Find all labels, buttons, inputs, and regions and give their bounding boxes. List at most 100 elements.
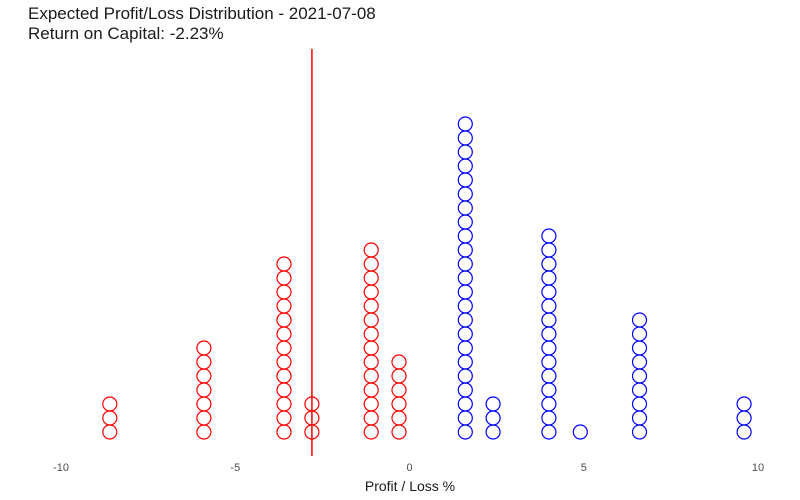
chart-subtitle: Return on Capital: -2.23%: [28, 24, 224, 43]
dot-loss-4-3: [363, 382, 379, 398]
dot-profit-6-0: [457, 424, 473, 440]
dot-loss-1-2: [196, 396, 212, 412]
dot-profit-8-7: [541, 326, 557, 342]
dot-profit-8-14: [541, 228, 557, 244]
dot-profit-6-11: [457, 270, 473, 286]
dot-loss-2-12: [276, 256, 292, 272]
dot-loss-5-5: [391, 354, 407, 370]
dot-loss-2-7: [276, 326, 292, 342]
dot-profit-6-5: [457, 354, 473, 370]
dot-loss-2-2: [276, 396, 292, 412]
dot-profit-6-6: [457, 340, 473, 356]
dot-profit-6-18: [457, 172, 473, 188]
x-tick-label: 0: [406, 462, 412, 474]
dot-loss-4-2: [363, 396, 379, 412]
dot-profit-6-7: [457, 326, 473, 342]
dot-loss-4-7: [363, 326, 379, 342]
dot-loss-5-2: [391, 396, 407, 412]
dot-loss-1-0: [196, 424, 212, 440]
dot-profit-6-17: [457, 186, 473, 202]
dot-loss-2-9: [276, 298, 292, 314]
dot-loss-4-9: [363, 298, 379, 314]
dot-profit-10-2: [631, 396, 648, 412]
dot-loss-2-10: [276, 284, 292, 300]
dot-loss-4-10: [363, 284, 379, 300]
dot-profit-8-13: [541, 242, 557, 258]
dot-loss-2-4: [276, 368, 292, 384]
dot-profit-8-6: [541, 340, 557, 356]
dot-profit-6-19: [457, 158, 473, 174]
dot-profit-10-5: [631, 354, 648, 370]
dot-profit-10-4: [631, 368, 648, 384]
dot-loss-1-5: [196, 354, 212, 370]
dot-profit-6-10: [457, 284, 473, 300]
dot-loss-4-5: [363, 354, 379, 370]
dot-profit-7-2: [485, 396, 501, 412]
dot-profit-8-11: [541, 270, 557, 286]
dot-loss-4-11: [363, 270, 379, 286]
dot-profit-6-8: [457, 312, 473, 328]
dot-loss-2-8: [276, 312, 292, 328]
dot-loss-4-0: [363, 424, 379, 440]
dot-profit-6-2: [457, 396, 473, 412]
dot-profit-7-1: [485, 410, 501, 426]
dot-loss-4-1: [363, 410, 379, 426]
dot-profit-10-0: [631, 424, 648, 440]
x-tick-label: 5: [581, 462, 587, 474]
dot-loss-1-4: [196, 368, 212, 384]
dot-loss-1-3: [196, 382, 212, 398]
dot-profit-6-12: [457, 256, 473, 272]
dot-loss-1-1: [196, 410, 212, 426]
dot-loss-5-1: [391, 410, 407, 426]
dot-loss-0-0: [102, 424, 118, 440]
dot-loss-2-6: [276, 340, 292, 356]
dot-profit-6-9: [457, 298, 473, 314]
x-axis-ticks: -10 -5 0 5 10: [53, 462, 764, 474]
x-tick-label: -10: [53, 462, 69, 474]
dot-loss-4-8: [363, 312, 379, 328]
dot-loss-2-1: [276, 410, 292, 426]
dot-loss-0-1: [102, 410, 118, 426]
dot-profit-6-16: [457, 200, 473, 216]
dot-profit-8-3: [541, 382, 557, 398]
dot-profit-9-0: [572, 424, 588, 440]
dot-profit-10-7: [631, 326, 648, 342]
dot-profit-6-14: [457, 228, 473, 244]
dot-loss-2-3: [276, 382, 292, 398]
dot-profit-11-1: [736, 410, 752, 426]
dot-profit-6-1: [457, 410, 473, 426]
dot-profit-8-4: [541, 368, 557, 384]
dot-profit-6-20: [457, 144, 473, 160]
dot-profit-8-8: [541, 312, 557, 328]
x-tick-label: -5: [230, 462, 240, 474]
dots-layer: [102, 116, 752, 440]
dot-loss-4-4: [363, 368, 379, 384]
dot-loss-2-5: [276, 354, 292, 370]
dot-profit-8-12: [541, 256, 557, 272]
dot-profit-6-4: [457, 368, 473, 384]
dot-loss-4-12: [363, 256, 379, 272]
dot-profit-8-0: [541, 424, 557, 440]
dot-profit-8-10: [541, 284, 557, 300]
dot-profit-6-3: [457, 382, 473, 398]
dot-profit-11-2: [736, 396, 752, 412]
dot-loss-5-3: [391, 382, 407, 398]
dot-loss-2-11: [276, 270, 292, 286]
dot-profit-7-0: [485, 424, 501, 440]
dot-profit-8-5: [541, 354, 557, 370]
x-tick-label: 10: [752, 462, 764, 474]
dot-loss-0-2: [102, 396, 118, 412]
dot-profit-8-2: [541, 396, 557, 412]
x-axis-title: Profit / Loss %: [365, 478, 455, 494]
dot-profit-6-22: [457, 116, 473, 132]
dot-loss-1-6: [196, 340, 212, 356]
dot-profit-10-1: [631, 410, 648, 426]
dot-loss-5-4: [391, 368, 407, 384]
dot-profit-11-0: [736, 424, 752, 440]
dot-profit-8-1: [541, 410, 557, 426]
dot-profit-10-6: [631, 340, 648, 356]
dot-profit-6-13: [457, 242, 473, 258]
dot-profit-10-8: [631, 312, 648, 328]
dot-loss-4-6: [363, 340, 379, 356]
